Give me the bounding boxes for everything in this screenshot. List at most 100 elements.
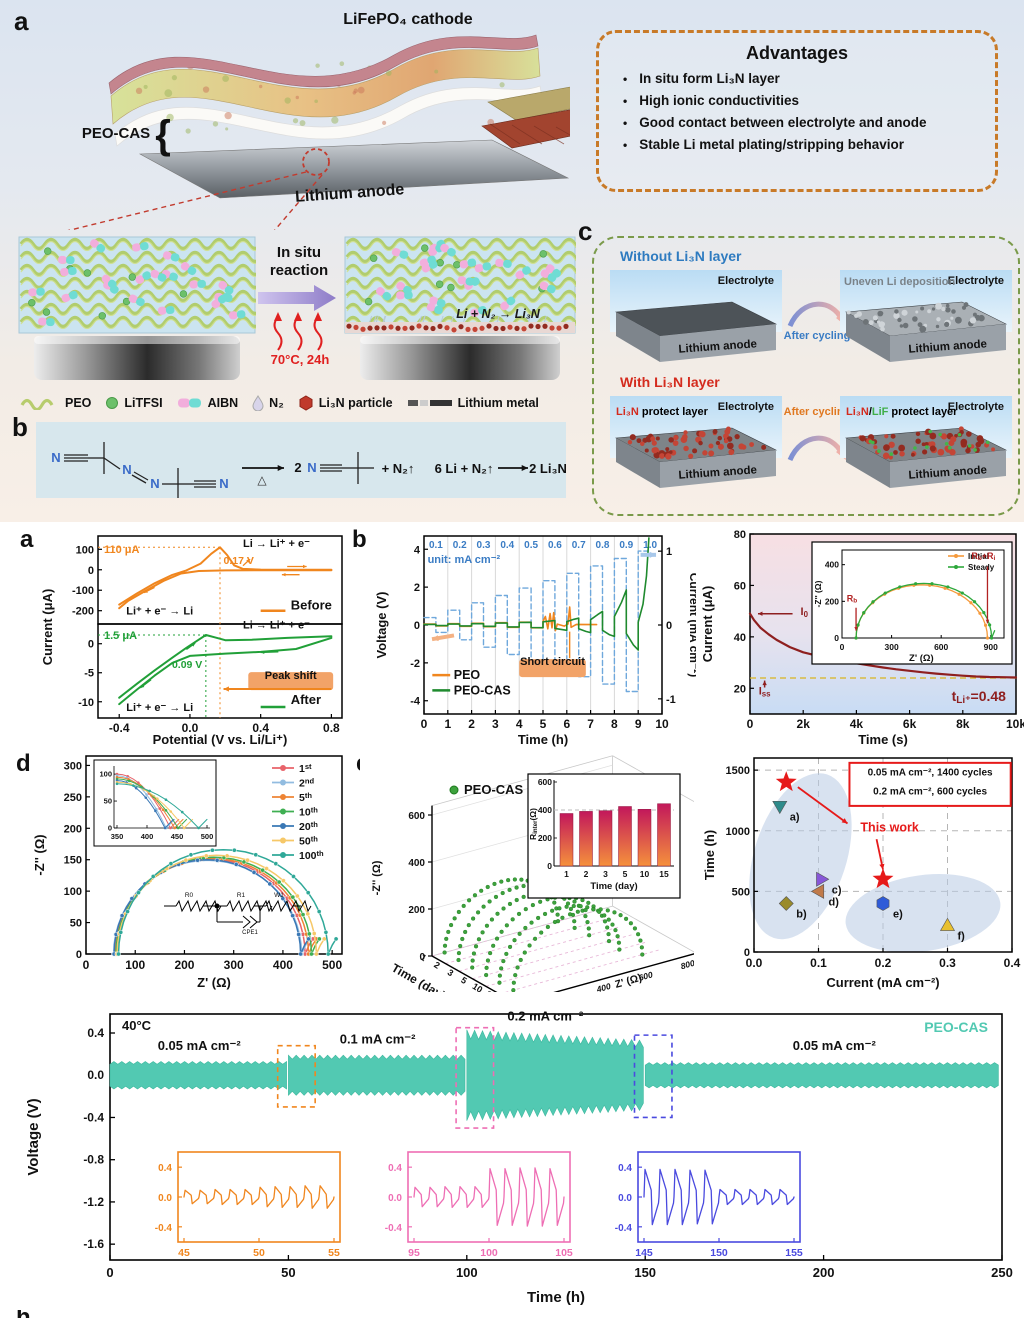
- panel-label-b: b: [352, 526, 367, 553]
- svg-text:0: 0: [88, 639, 94, 651]
- svg-text:Electrolyte: Electrolyte: [948, 275, 1004, 287]
- svg-text:Li⁺ + e⁻ → Li: Li⁺ + e⁻ → Li: [126, 702, 193, 714]
- svg-text:80: 80: [734, 529, 746, 541]
- svg-text:I0: I0: [801, 606, 809, 619]
- svg-text:N: N: [307, 460, 316, 475]
- svg-text:Short circuit: Short circuit: [520, 656, 585, 668]
- svg-text:100: 100: [480, 1247, 498, 1259]
- cv-chart-panel: 100 0 -100 -200 0 -5 -10 -0.4 0.0 0.4 0.8 Current (…: [36, 526, 348, 748]
- svg-text:Lithium anode: Lithium anode: [678, 464, 757, 481]
- svg-text:20: 20: [734, 683, 746, 695]
- svg-text:-0.8: -0.8: [83, 1153, 104, 1167]
- svg-text:0.09 V: 0.09 V: [172, 659, 202, 671]
- svg-text:60: 60: [734, 580, 746, 592]
- svg-text:300: 300: [64, 760, 82, 772]
- svg-text:400: 400: [408, 858, 425, 869]
- svg-text:tLi⁺=0.48: tLi⁺=0.48: [952, 688, 1007, 706]
- svg-text:Time (s): Time (s): [858, 732, 908, 747]
- svg-text:1500: 1500: [726, 765, 750, 777]
- cv-chart: 100 0 -100 -200 0 -5 -10 -0.4 0.0 0.4 0.8 Current (…: [40, 535, 343, 747]
- with-li3n-title: With Li₃N layer: [620, 374, 720, 390]
- svg-text:0.05 mA cm⁻², 1400 cycles: 0.05 mA cm⁻², 1400 cycles: [868, 768, 993, 779]
- svg-text:0.2 mA cm⁻²: 0.2 mA cm⁻²: [507, 1008, 583, 1023]
- svg-text:This work: This work: [860, 820, 918, 834]
- svg-text:0: 0: [88, 565, 94, 577]
- svg-text:Current (μA): Current (μA): [40, 589, 55, 666]
- svg-text:0: 0: [108, 824, 112, 833]
- svg-text:R0: R0: [185, 892, 194, 899]
- svg-text:Iss: Iss: [759, 686, 771, 699]
- electrolyte-before-illustration: [18, 236, 256, 380]
- lif-text: LiF: [871, 406, 889, 418]
- comparison-chart-panel: 0 500 1000 1500 0.0 0.1 0.2 0.3 0.4 Time (h) Curre…: [700, 748, 1022, 992]
- svg-text:-Z'' (Ω): -Z'' (Ω): [813, 580, 823, 607]
- svg-text:Electrolyte: Electrolyte: [718, 401, 774, 413]
- svg-text:6k: 6k: [903, 717, 917, 731]
- svg-text:15: 15: [659, 869, 669, 879]
- peo-wave-icon: [20, 398, 54, 410]
- advantage-item: Good contact between electrolyte and ano…: [623, 115, 985, 130]
- svg-text:1000: 1000: [726, 826, 750, 838]
- panel-label-a-top: a: [14, 6, 29, 36]
- svg-text:200: 200: [538, 833, 552, 843]
- svg-text:0.6: 0.6: [548, 540, 562, 551]
- nyquist-chart-panel: 0 50 100 150 200 250 300 0 100 200 300 400 500 -Z'' (…: [30, 748, 350, 992]
- svg-text:50: 50: [70, 918, 82, 930]
- svg-text:0.0: 0.0: [87, 1068, 104, 1082]
- legend-label: Li₃N particle: [318, 396, 393, 410]
- svg-text:500: 500: [732, 886, 750, 898]
- svg-text:0: 0: [747, 717, 754, 731]
- legend-item-n2: N₂: [252, 395, 284, 411]
- comparison-box: Without Li₃N layer Electrolyte Lithium an…: [592, 236, 1020, 516]
- legend-item-litfsi: LiTFSI: [105, 396, 163, 410]
- without-li3n-title: Without Li₃N layer: [620, 248, 742, 264]
- svg-text:1st: 1st: [299, 762, 312, 775]
- svg-text:-0.4: -0.4: [615, 1223, 633, 1234]
- legend-item-aibn: AIBN: [177, 396, 238, 410]
- svg-text:PEO-CAS: PEO-CAS: [924, 1019, 988, 1035]
- svg-text:0.4: 0.4: [158, 1163, 172, 1174]
- svg-text:PEO-CAS: PEO-CAS: [464, 782, 524, 797]
- svg-text:R1: R1: [237, 892, 246, 899]
- legend-item-li3n: Li₃N particle: [298, 395, 393, 411]
- svg-text:300: 300: [224, 958, 244, 972]
- svg-text:LiFePO₄ cathode: LiFePO₄ cathode: [343, 11, 473, 28]
- polarization-chart-panel: 20 40 60 80 0 2k 4k 6k 8k 10k Current (μA) Time (s)…: [698, 526, 1024, 748]
- li3n-text: Li₃N: [616, 406, 639, 418]
- svg-text:After: After: [291, 692, 321, 707]
- after-cycling-arrow-bottom: [787, 435, 846, 462]
- svg-text:150: 150: [634, 1265, 656, 1280]
- svg-text:PEO: PEO: [454, 668, 481, 682]
- svg-text:4k: 4k: [850, 717, 864, 731]
- svg-text:100: 100: [99, 770, 112, 779]
- svg-text:0.3: 0.3: [477, 540, 491, 551]
- litfsi-sphere-icon: [106, 397, 119, 409]
- svg-text:5th: 5th: [299, 791, 312, 804]
- svg-text:-5: -5: [84, 668, 94, 680]
- svg-text:Peak shift: Peak shift: [265, 670, 317, 682]
- svg-text:-10: -10: [78, 697, 94, 709]
- svg-text:-0.4: -0.4: [83, 1110, 104, 1124]
- svg-text:0.05 mA cm⁻²: 0.05 mA cm⁻²: [158, 1038, 242, 1053]
- svg-text:Lithium anode: Lithium anode: [908, 464, 987, 481]
- svg-text:2 Li₃N: 2 Li₃N: [529, 461, 566, 476]
- advantages-box: Advantages In situ form Li₃N layer High …: [596, 30, 998, 192]
- svg-text:10: 10: [471, 981, 485, 992]
- rate-test-chart-panel: -4 -2 0 2 4 -1 0 1 0 1 2 3 4 5 6 7 8 9 10 Voltage (V) Curren…: [372, 526, 696, 748]
- svg-text:Z' (Ω): Z' (Ω): [909, 653, 934, 664]
- svg-text:600: 600: [538, 777, 552, 787]
- legend-item-lithium: Lithium metal: [407, 396, 539, 410]
- lithium-bar-icon: [407, 400, 452, 406]
- svg-text:2: 2: [468, 717, 475, 731]
- svg-text:2nd: 2nd: [299, 776, 314, 789]
- insitu-line2: reaction: [269, 262, 329, 279]
- svg-text:Current (mA cm⁻²): Current (mA cm⁻²): [826, 975, 939, 990]
- svg-text:b): b): [796, 909, 807, 921]
- svg-text:{: {: [155, 113, 171, 157]
- legend-label: LiTFSI: [124, 396, 163, 410]
- comparison-chart: 0 500 1000 1500 0.0 0.1 0.2 0.3 0.4 Time (h) Curre…: [702, 757, 1021, 990]
- svg-text:200: 200: [825, 596, 839, 606]
